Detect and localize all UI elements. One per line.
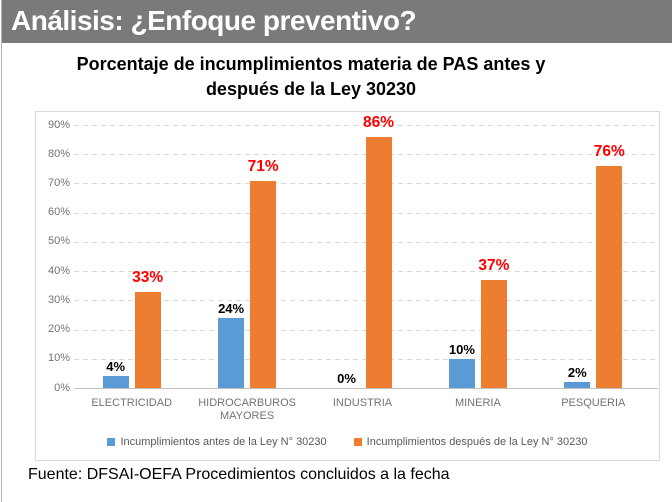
y-tick-label-50: 50% (47, 235, 70, 248)
legend-swatch-antes-icon (107, 438, 116, 446)
bar-despues-4 (596, 165, 623, 388)
y-tick-label-70: 70% (47, 176, 70, 189)
x-category-label-2: INDUSTRIA (332, 397, 393, 409)
bar-despues-0 (134, 291, 161, 388)
y-tick-label-80: 80% (47, 147, 70, 160)
y-tick-label-0: 0% (54, 381, 70, 394)
bar-label-despues-1: 71% (247, 157, 279, 175)
bar-label-antes-1: 24% (218, 300, 245, 316)
bar-label-despues-3: 37% (478, 256, 510, 274)
bar-label-antes-2: 0% (337, 371, 356, 386)
source-note: Fuente: DFSAI-OEFA Procedimientos conclu… (28, 466, 450, 483)
bar-label-antes-0: 4% (106, 359, 126, 375)
chart-plot: 0% 10% 20% 30% 40% 50% 60% 70% 80% 90% 4% 33% ELECTR… (36, 112, 659, 460)
x-axis-line (74, 388, 658, 389)
chart-box: 0% 10% 20% 30% 40% 50% 60% 70% 80% 90% 4% 33% ELECTR… (35, 111, 660, 461)
bar-despues-1 (250, 180, 277, 388)
bar-label-despues-0: 33% (132, 268, 164, 286)
legend-item-antes: Incumplimientos antes de la Ley N° 30230 (107, 436, 327, 448)
page-left-border (1, 0, 2, 502)
bar-despues-2 (365, 136, 392, 388)
x-category-label-1: HIDROCARBUROS MAYORES (198, 397, 296, 422)
y-tick-label-40: 40% (47, 264, 70, 277)
bar-label-despues-4: 76% (593, 142, 625, 160)
legend-label-despues: Incumplimientos después de la Ley N° 302… (366, 436, 588, 448)
x-category-label-4: PESQUERIA (561, 397, 626, 409)
x-category-label-3: MINERIA (454, 397, 501, 409)
chart-legend: Incumplimientos antes de la Ley N° 30230… (36, 436, 659, 448)
bar-label-antes-3: 10% (448, 341, 475, 357)
legend-item-despues: Incumplimientos después de la Ley N° 302… (353, 436, 588, 448)
y-tick-label-10: 10% (47, 352, 70, 365)
bar-antes-0 (102, 376, 129, 388)
y-tick-label-20: 20% (47, 323, 70, 336)
slide-header: Análisis: ¿Enfoque preventivo? (2, 0, 672, 43)
bar-antes-1 (218, 317, 245, 388)
bar-label-despues-2: 86% (362, 113, 395, 131)
bar-antes-3 (448, 358, 475, 388)
bar-antes-4 (564, 382, 591, 388)
slide-header-title: Análisis: ¿Enfoque preventivo? (11, 5, 417, 36)
bar-despues-3 (480, 279, 507, 388)
chart-title: Porcentaje de incumplimientos materia de… (0, 52, 622, 102)
y-tick-label-90: 90% (47, 118, 70, 131)
x-category-label-0: ELECTRICIDAD (91, 397, 173, 409)
y-tick-label-30: 30% (47, 293, 70, 306)
chart-title-line2: después de la Ley 30230 (205, 79, 417, 99)
legend-swatch-despues-icon (353, 438, 362, 446)
legend-label-antes: Incumplimientos antes de la Ley N° 30230 (120, 436, 327, 448)
bar-label-antes-4: 2% (567, 365, 587, 381)
chart-title-line1: Porcentaje de incumplimientos materia de… (76, 54, 546, 74)
gridline-90 (74, 125, 658, 126)
y-tick-label-60: 60% (47, 206, 70, 219)
